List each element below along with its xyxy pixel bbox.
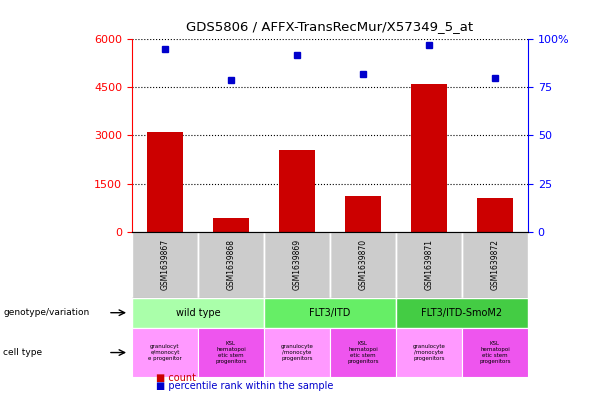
Text: GSM1639872: GSM1639872 bbox=[491, 239, 499, 290]
Bar bbox=[198, 231, 264, 298]
Bar bbox=[264, 231, 330, 298]
Text: wild type: wild type bbox=[176, 308, 220, 318]
Text: GSM1639868: GSM1639868 bbox=[227, 239, 235, 290]
Bar bbox=[462, 231, 528, 298]
Text: ■ percentile rank within the sample: ■ percentile rank within the sample bbox=[156, 381, 334, 391]
Bar bbox=[396, 231, 462, 298]
Bar bbox=[330, 328, 396, 377]
Bar bbox=[198, 328, 264, 377]
Text: KSL
hematopoi
etic stem
progenitors: KSL hematopoi etic stem progenitors bbox=[347, 342, 379, 364]
Bar bbox=[330, 231, 396, 298]
Text: granulocyte
/monocyte
progenitors: granulocyte /monocyte progenitors bbox=[413, 344, 445, 361]
Bar bbox=[477, 198, 513, 231]
Text: FLT3/ITD-SmoM2: FLT3/ITD-SmoM2 bbox=[421, 308, 503, 318]
Bar bbox=[147, 132, 183, 231]
Bar bbox=[396, 298, 528, 328]
Bar bbox=[132, 231, 198, 298]
Bar bbox=[132, 328, 198, 377]
Text: GDS5806 / AFFX-TransRecMur/X57349_5_at: GDS5806 / AFFX-TransRecMur/X57349_5_at bbox=[187, 20, 473, 33]
Text: GSM1639870: GSM1639870 bbox=[359, 239, 367, 290]
Text: genotype/variation: genotype/variation bbox=[3, 308, 89, 317]
Text: ■ count: ■ count bbox=[156, 373, 196, 383]
Bar bbox=[396, 328, 462, 377]
Bar bbox=[213, 218, 249, 231]
Bar bbox=[264, 328, 330, 377]
Bar bbox=[279, 150, 315, 231]
Bar bbox=[132, 298, 264, 328]
Text: KSL
hematopoi
etic stem
progenitors: KSL hematopoi etic stem progenitors bbox=[479, 342, 511, 364]
Text: KSL
hematopoi
etic stem
progenitors: KSL hematopoi etic stem progenitors bbox=[215, 342, 247, 364]
Text: cell type: cell type bbox=[3, 348, 42, 357]
Text: granulocyt
e/monocyt
e progenitor: granulocyt e/monocyt e progenitor bbox=[148, 344, 182, 361]
Text: GSM1639871: GSM1639871 bbox=[425, 239, 433, 290]
Text: granulocyte
/monocyte
progenitors: granulocyte /monocyte progenitors bbox=[281, 344, 313, 361]
Text: FLT3/ITD: FLT3/ITD bbox=[310, 308, 350, 318]
Bar bbox=[345, 196, 381, 231]
Bar bbox=[264, 298, 396, 328]
Bar bbox=[462, 328, 528, 377]
Bar bbox=[411, 84, 447, 231]
Text: GSM1639869: GSM1639869 bbox=[293, 239, 302, 290]
Text: GSM1639867: GSM1639867 bbox=[161, 239, 170, 290]
